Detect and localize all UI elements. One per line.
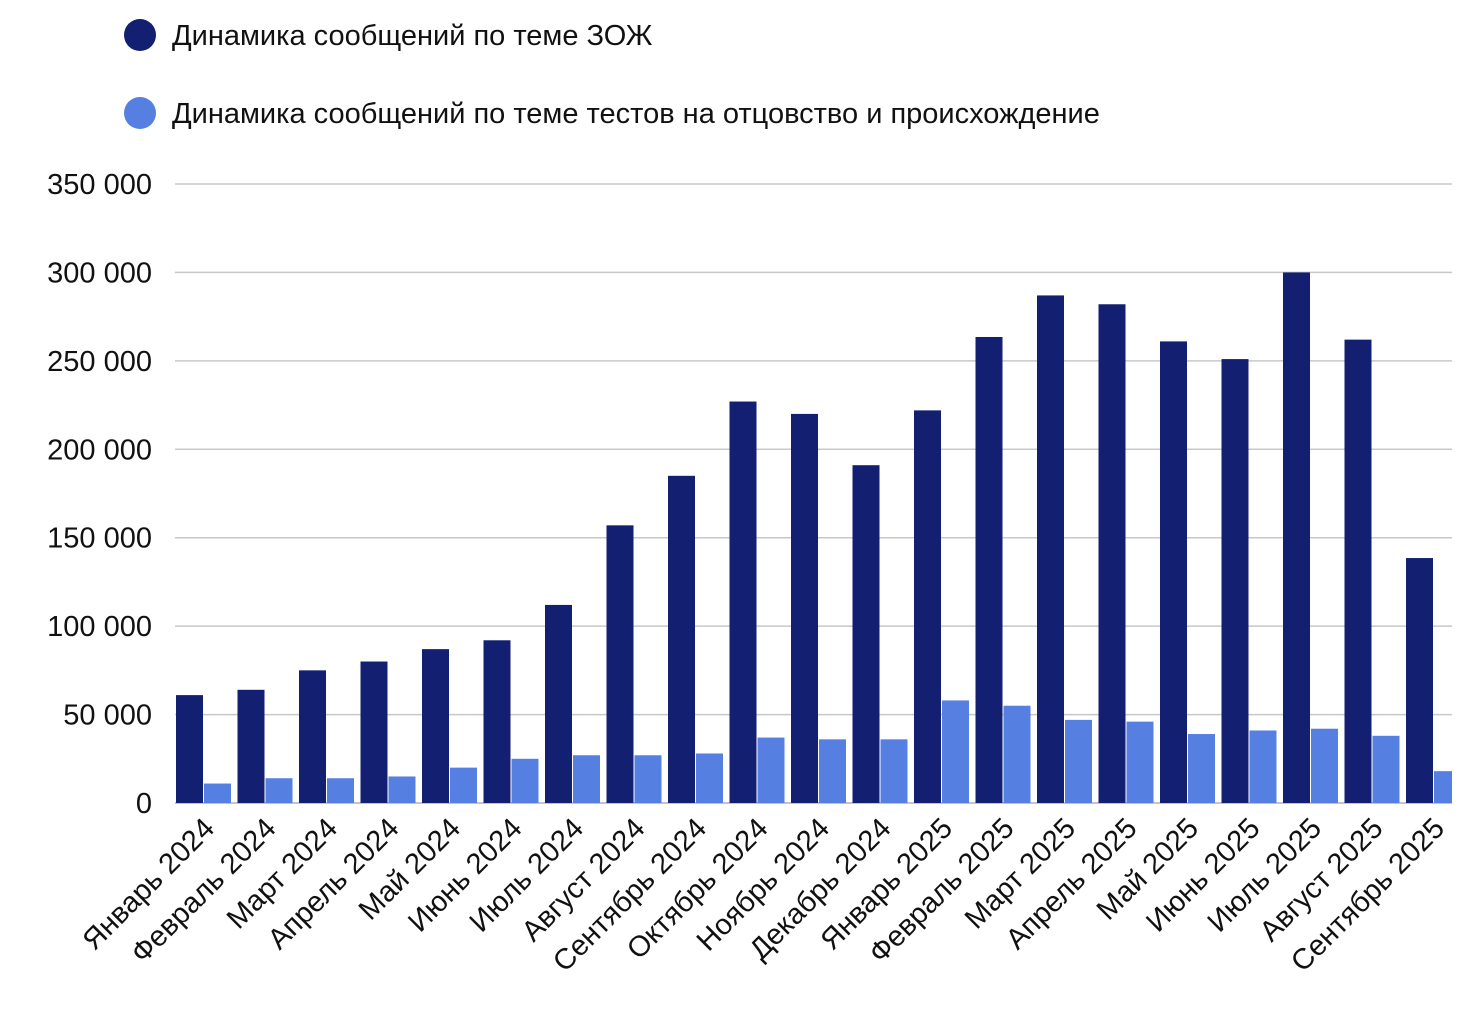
- y-tick-label: 300 000: [47, 257, 152, 289]
- bar-paternity: [696, 753, 723, 803]
- bar-paternity: [573, 755, 600, 803]
- bar-zozh: [422, 649, 449, 803]
- bar-zozh: [237, 689, 265, 803]
- bar-paternity: [1065, 719, 1092, 803]
- bar-zozh: [729, 401, 757, 803]
- y-tick-label: 350 000: [47, 169, 152, 201]
- bar-zozh: [1098, 304, 1126, 803]
- bar-paternity: [819, 739, 846, 803]
- bar-paternity: [450, 767, 477, 803]
- legend-label: Динамика сообщений по теме тестов на отц…: [172, 98, 1100, 130]
- y-tick-label: 250 000: [47, 346, 152, 378]
- bar-zozh: [360, 661, 388, 803]
- bar-paternity: [1249, 730, 1277, 803]
- legend-label: Динамика сообщений по теме ЗОЖ: [172, 20, 653, 52]
- bar-zozh: [668, 475, 695, 803]
- bar-paternity: [1372, 735, 1400, 803]
- bar-zozh: [1344, 339, 1372, 803]
- bar-paternity: [265, 778, 293, 803]
- legend: Динамика сообщений по теме ЗОЖ Динамика …: [124, 19, 1100, 130]
- bar-zozh: [1037, 295, 1064, 803]
- bar-paternity: [880, 739, 908, 803]
- bar-zozh: [299, 670, 326, 803]
- bar-paternity: [511, 758, 539, 803]
- bars: [176, 272, 1452, 803]
- y-axis: 0 50 000 100 000 150 000 200 000 250 000 300 0…: [47, 169, 152, 820]
- bar-zozh: [975, 336, 1003, 803]
- y-tick-label: 200 000: [47, 434, 152, 466]
- bar-paternity: [757, 737, 785, 803]
- legend-marker: [124, 97, 156, 129]
- bar-zozh: [852, 465, 880, 803]
- bar-zozh: [1221, 359, 1249, 803]
- bar-zozh: [791, 413, 818, 803]
- legend-item-zozh: Динамика сообщений по теме ЗОЖ: [124, 19, 653, 52]
- bar-paternity: [327, 778, 354, 803]
- bar-zozh: [1406, 558, 1433, 803]
- bar-paternity: [388, 776, 416, 803]
- bar-zozh: [606, 525, 634, 803]
- bar-zozh: [176, 695, 203, 803]
- y-tick-label: 100 000: [47, 611, 152, 643]
- bar-zozh: [483, 640, 511, 803]
- bar-zozh: [1283, 272, 1310, 803]
- legend-item-paternity: Динамика сообщений по теме тестов на отц…: [124, 97, 1100, 130]
- legend-marker: [124, 19, 156, 51]
- y-tick-label: 150 000: [47, 523, 152, 555]
- bar-paternity: [1126, 721, 1154, 803]
- bar-zozh: [914, 410, 941, 803]
- y-tick-label: 50 000: [63, 700, 152, 732]
- bar-paternity: [1188, 734, 1215, 803]
- y-tick-label: 0: [136, 788, 152, 820]
- bar-paternity: [942, 700, 969, 803]
- bar-paternity: [1434, 771, 1452, 803]
- bar-zozh: [545, 604, 572, 803]
- bar-paternity: [634, 755, 662, 803]
- bar-zozh: [1160, 341, 1187, 803]
- bar-paternity: [1311, 728, 1338, 803]
- bar-paternity: [1003, 705, 1031, 803]
- bar-paternity: [204, 783, 231, 803]
